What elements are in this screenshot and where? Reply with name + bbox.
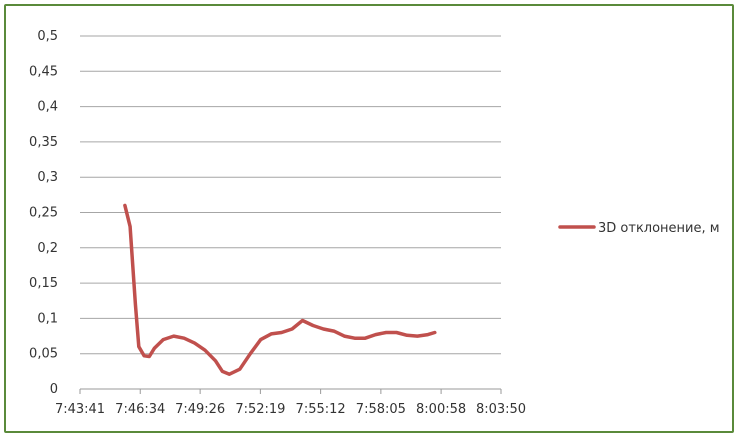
x-tick-label: 7:46:34	[115, 402, 165, 417]
x-tick-label: 7:55:12	[296, 402, 346, 417]
x-tick-label: 7:49:26	[175, 402, 225, 417]
y-tick-label: 0,45	[29, 64, 58, 79]
y-tick-label: 0,15	[29, 276, 58, 291]
x-tick-label: 8:03:50	[476, 402, 526, 417]
y-tick-label: 0,25	[29, 206, 58, 221]
y-tick-label: 0,3	[37, 170, 58, 185]
x-tick-label: 7:52:19	[235, 402, 285, 417]
x-tick-label: 8:00:58	[416, 402, 466, 417]
y-tick-label: 0,1	[37, 311, 58, 326]
y-tick-label: 0,35	[29, 135, 58, 150]
y-tick-label: 0,05	[29, 347, 58, 362]
y-tick-label: 0,4	[37, 100, 58, 115]
x-tick-label: 7:43:41	[55, 402, 105, 417]
y-tick-label: 0,2	[37, 241, 58, 256]
y-tick-label: 0,5	[37, 29, 58, 44]
series-line	[123, 203, 437, 376]
chart-frame	[4, 4, 734, 433]
x-tick-label: 7:58:05	[356, 402, 406, 417]
legend-label: 3D отклонение, м	[598, 221, 720, 236]
y-tick-label: 0	[50, 382, 58, 397]
